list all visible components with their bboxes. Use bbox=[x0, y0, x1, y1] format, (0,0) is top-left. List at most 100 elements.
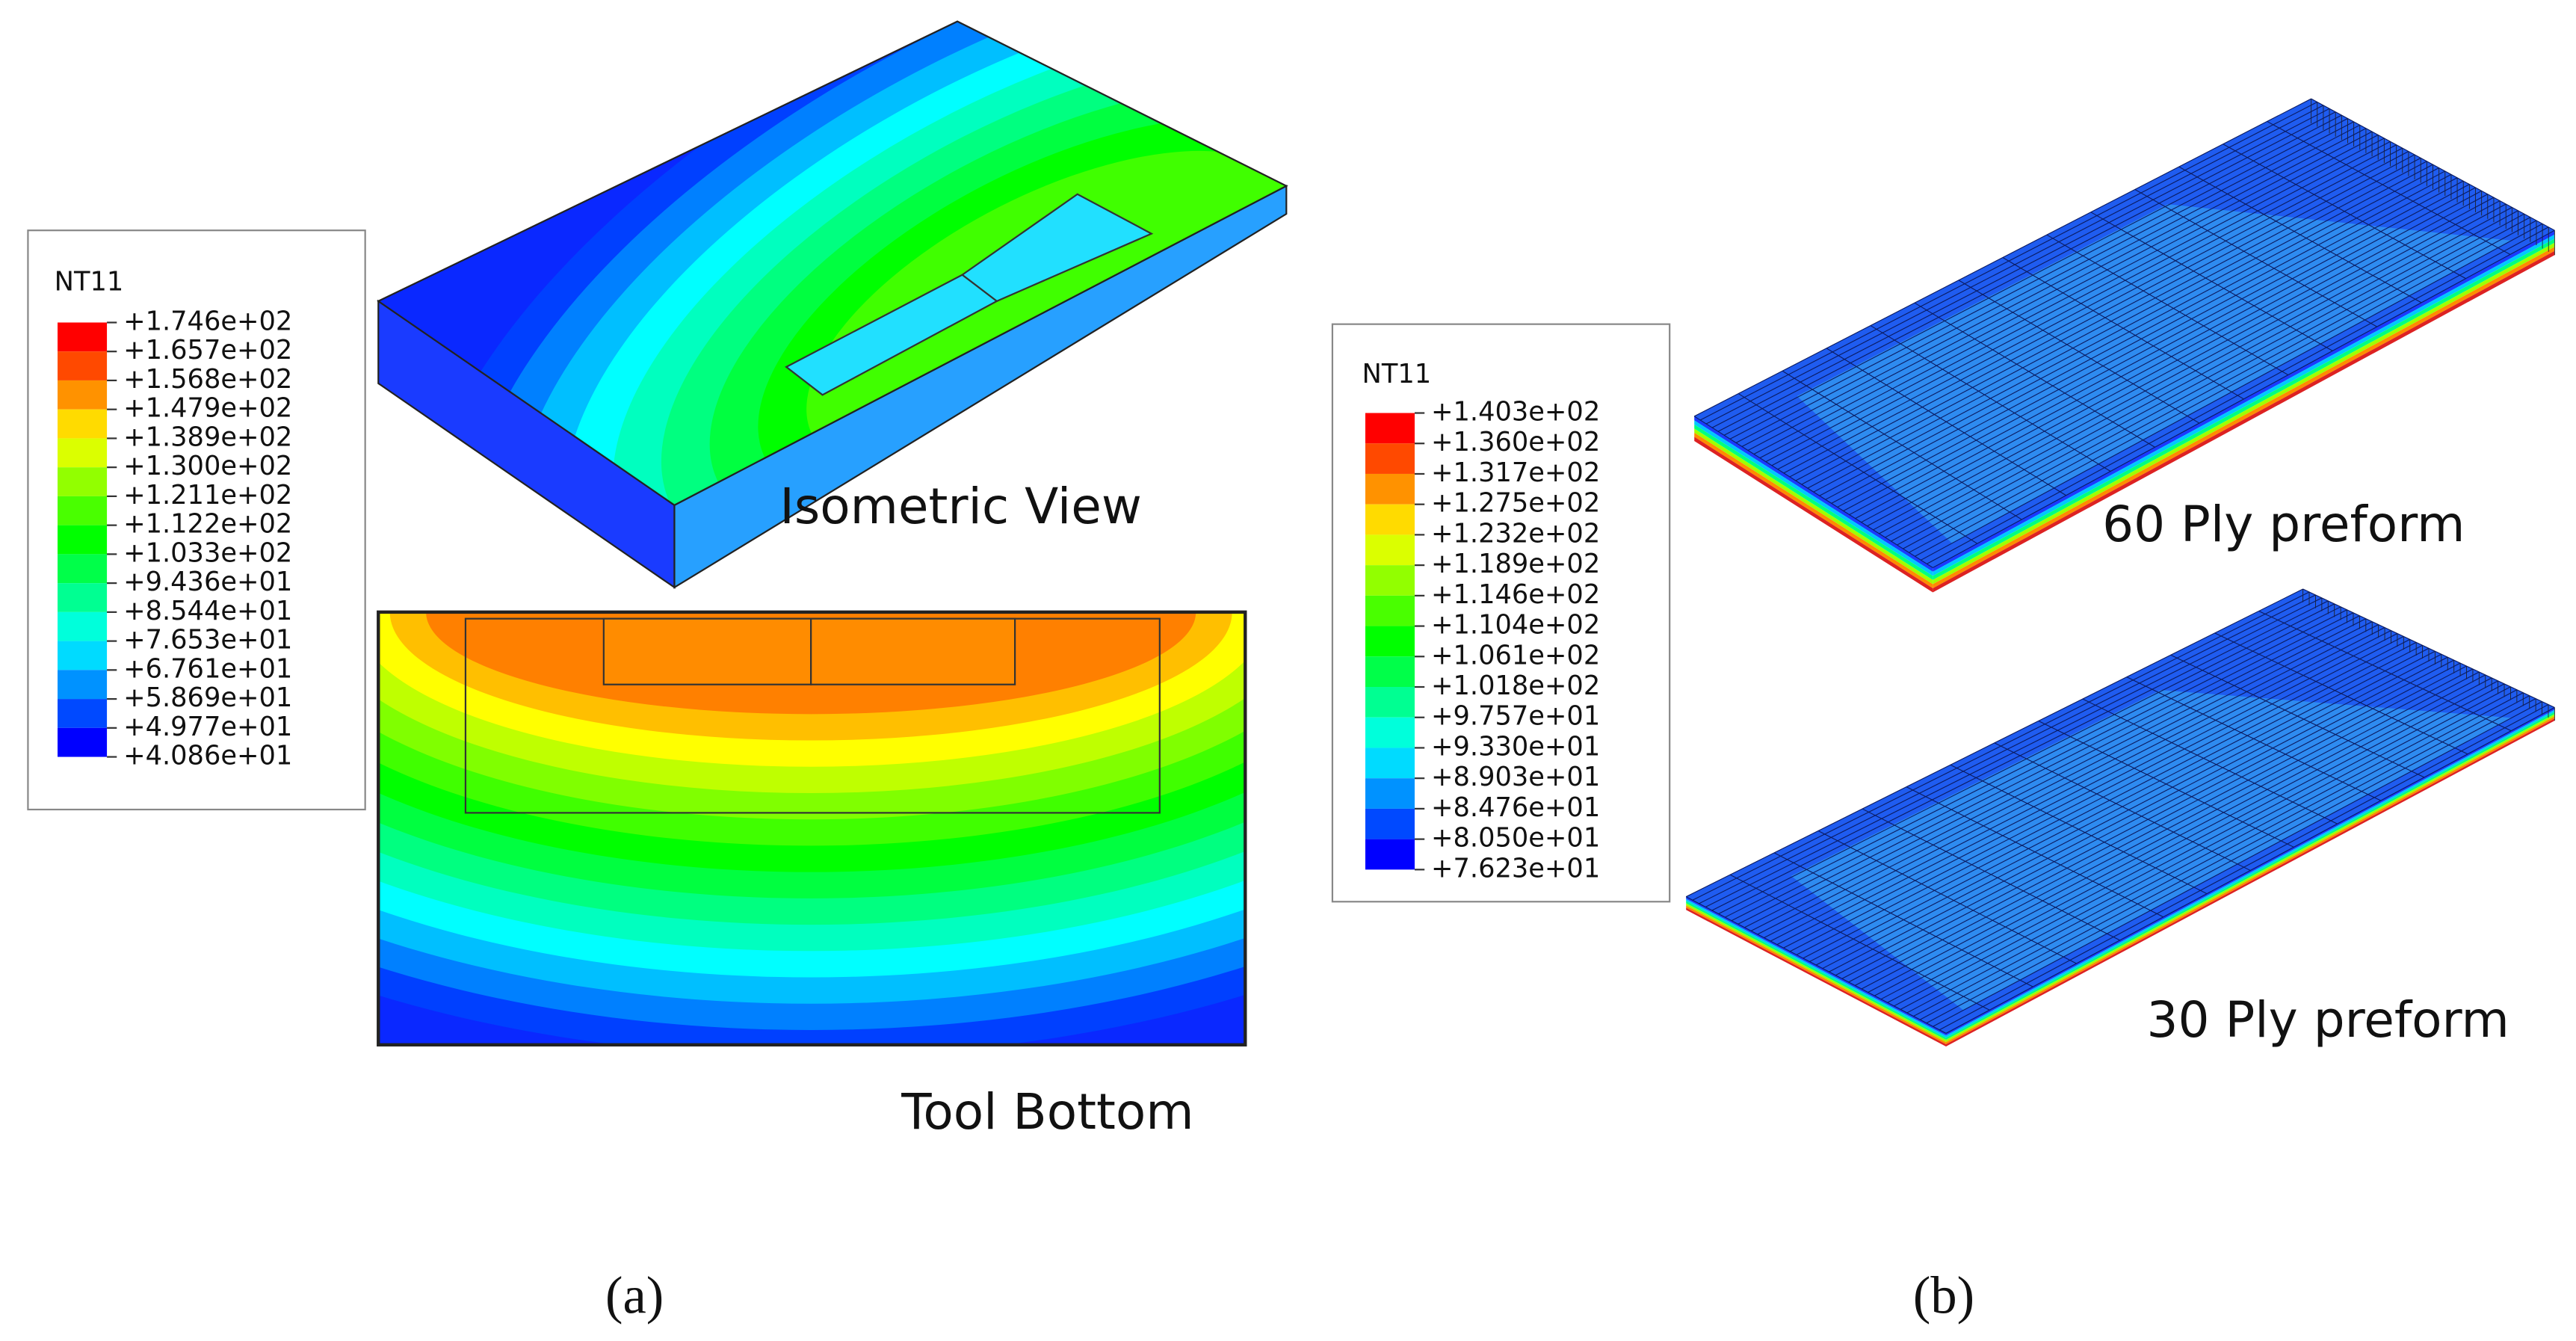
mesh-line bbox=[1958, 280, 2200, 424]
mesh-line bbox=[1950, 764, 2208, 895]
side-layer bbox=[1686, 903, 1946, 1043]
legend-label: +8.050e+01 bbox=[1431, 823, 1600, 854]
legend-label: +5.869e+01 bbox=[123, 682, 292, 713]
legend-label: +1.568e+02 bbox=[123, 364, 292, 395]
legend-swatch bbox=[1365, 717, 1415, 748]
legend-title: NT11 bbox=[55, 267, 124, 298]
legend-b: NT11 +1.403e+02+1.360e+02+1.317e+02+1.27… bbox=[1331, 323, 1671, 903]
mesh-line bbox=[1738, 393, 1978, 544]
side-layer bbox=[1694, 428, 1933, 585]
legend-label: +4.977e+01 bbox=[123, 712, 292, 742]
legend-label: +8.903e+01 bbox=[1431, 762, 1600, 792]
side-layer bbox=[1945, 707, 2555, 1036]
legend-swatch bbox=[1365, 747, 1415, 779]
legend-swatch bbox=[1365, 504, 1415, 535]
mesh-line bbox=[2038, 720, 2294, 848]
side-layer bbox=[1933, 242, 2555, 585]
legend-label: +1.061e+02 bbox=[1431, 640, 1600, 670]
preform-plates bbox=[1685, 98, 2555, 1046]
side-layer bbox=[1945, 712, 2555, 1041]
legend-swatch bbox=[58, 641, 108, 670]
legend-swatch bbox=[58, 670, 108, 700]
legend-swatch bbox=[58, 438, 108, 468]
side-layer bbox=[1686, 907, 1946, 1046]
legend-a: NT11 +1.746e+02+1.657e+02+1.568e+02+1.47… bbox=[27, 229, 366, 811]
side-layer bbox=[1686, 901, 1946, 1041]
side-layer bbox=[1694, 432, 1933, 588]
legend-swatch bbox=[1365, 656, 1415, 688]
mesh-line bbox=[1862, 808, 2120, 941]
side-layer bbox=[1945, 718, 2555, 1046]
outline bbox=[377, 610, 1247, 1046]
legend-swatch bbox=[1365, 778, 1415, 809]
mesh-line bbox=[1914, 302, 2155, 448]
legend-label: +4.086e+01 bbox=[123, 741, 292, 771]
legend-label: +1.018e+02 bbox=[1431, 670, 1600, 701]
view-label: Tool Bottom bbox=[901, 1083, 1193, 1141]
legend-swatch bbox=[58, 322, 108, 352]
legend-label: +1.360e+02 bbox=[1431, 427, 1600, 457]
legend-label: +1.746e+02 bbox=[123, 306, 292, 336]
legend-label: +1.122e+02 bbox=[123, 509, 292, 540]
mesh-line bbox=[1693, 416, 1933, 568]
mesh-line bbox=[2082, 698, 2338, 824]
mesh-line bbox=[1994, 742, 2251, 871]
legend-label: +1.146e+02 bbox=[1431, 579, 1600, 610]
side-layer bbox=[1694, 420, 1933, 576]
mesh-line bbox=[1817, 830, 2077, 964]
mesh-line bbox=[2002, 257, 2244, 400]
view-label: 30 Ply preform bbox=[2147, 991, 2509, 1049]
legend-label: +1.389e+02 bbox=[123, 422, 292, 452]
mesh-line bbox=[1826, 348, 2066, 496]
mesh-line bbox=[2126, 676, 2381, 801]
legend-swatch bbox=[58, 409, 108, 439]
mesh-line bbox=[2302, 588, 2555, 709]
legend-swatch bbox=[58, 699, 108, 728]
mesh-line bbox=[2170, 654, 2425, 778]
legend-swatch bbox=[1365, 473, 1415, 505]
legend-swatch bbox=[58, 496, 108, 525]
mesh-line bbox=[2134, 188, 2377, 327]
mesh-line bbox=[1729, 874, 1990, 1011]
legend-swatch bbox=[58, 351, 108, 380]
side-layer bbox=[1945, 716, 2555, 1045]
outline bbox=[377, 20, 1288, 507]
mesh-line bbox=[2223, 144, 2466, 280]
mesh-line bbox=[1685, 896, 1947, 1034]
side-layer bbox=[1933, 247, 2555, 588]
legend-label: +1.189e+02 bbox=[1431, 549, 1600, 579]
insert bbox=[602, 617, 812, 685]
legend-label: +7.653e+01 bbox=[123, 625, 292, 656]
legend-swatch bbox=[1365, 534, 1415, 566]
legend-label: +1.300e+02 bbox=[123, 451, 292, 481]
mesh-line bbox=[2178, 166, 2422, 303]
mesh-line bbox=[1906, 786, 2164, 918]
side-layer bbox=[1933, 238, 2555, 580]
mesh-line bbox=[2046, 234, 2289, 376]
side-layer bbox=[1686, 905, 1946, 1045]
side-layer bbox=[1945, 714, 2555, 1043]
mesh-line bbox=[2214, 632, 2468, 755]
inner-zone bbox=[1797, 204, 2512, 543]
legend-swatch bbox=[1365, 443, 1415, 474]
legend-swatch bbox=[1365, 413, 1415, 444]
legend-title: NT11 bbox=[1362, 359, 1432, 389]
view-label: Isometric View bbox=[779, 478, 1141, 535]
caption: (b) bbox=[1913, 1267, 1974, 1325]
contour-bands bbox=[378, 611, 1246, 1045]
legend-label: +9.330e+01 bbox=[1431, 731, 1600, 762]
side-layer bbox=[1694, 416, 1933, 572]
legend-label: +1.275e+02 bbox=[1431, 488, 1600, 519]
mesh-line bbox=[1773, 852, 2033, 987]
tool-bottom bbox=[377, 610, 1247, 1046]
mesh-line bbox=[1782, 370, 2022, 520]
legend-label: +1.104e+02 bbox=[1431, 610, 1600, 641]
legend-swatch bbox=[1365, 687, 1415, 718]
legend-label: +1.317e+02 bbox=[1431, 457, 1600, 488]
legend-swatch bbox=[58, 525, 108, 555]
mesh-line bbox=[2311, 98, 2555, 231]
side-layer bbox=[1945, 709, 2555, 1038]
legend-label: +8.476e+01 bbox=[1431, 792, 1600, 823]
legend-label: +6.761e+01 bbox=[123, 653, 292, 684]
